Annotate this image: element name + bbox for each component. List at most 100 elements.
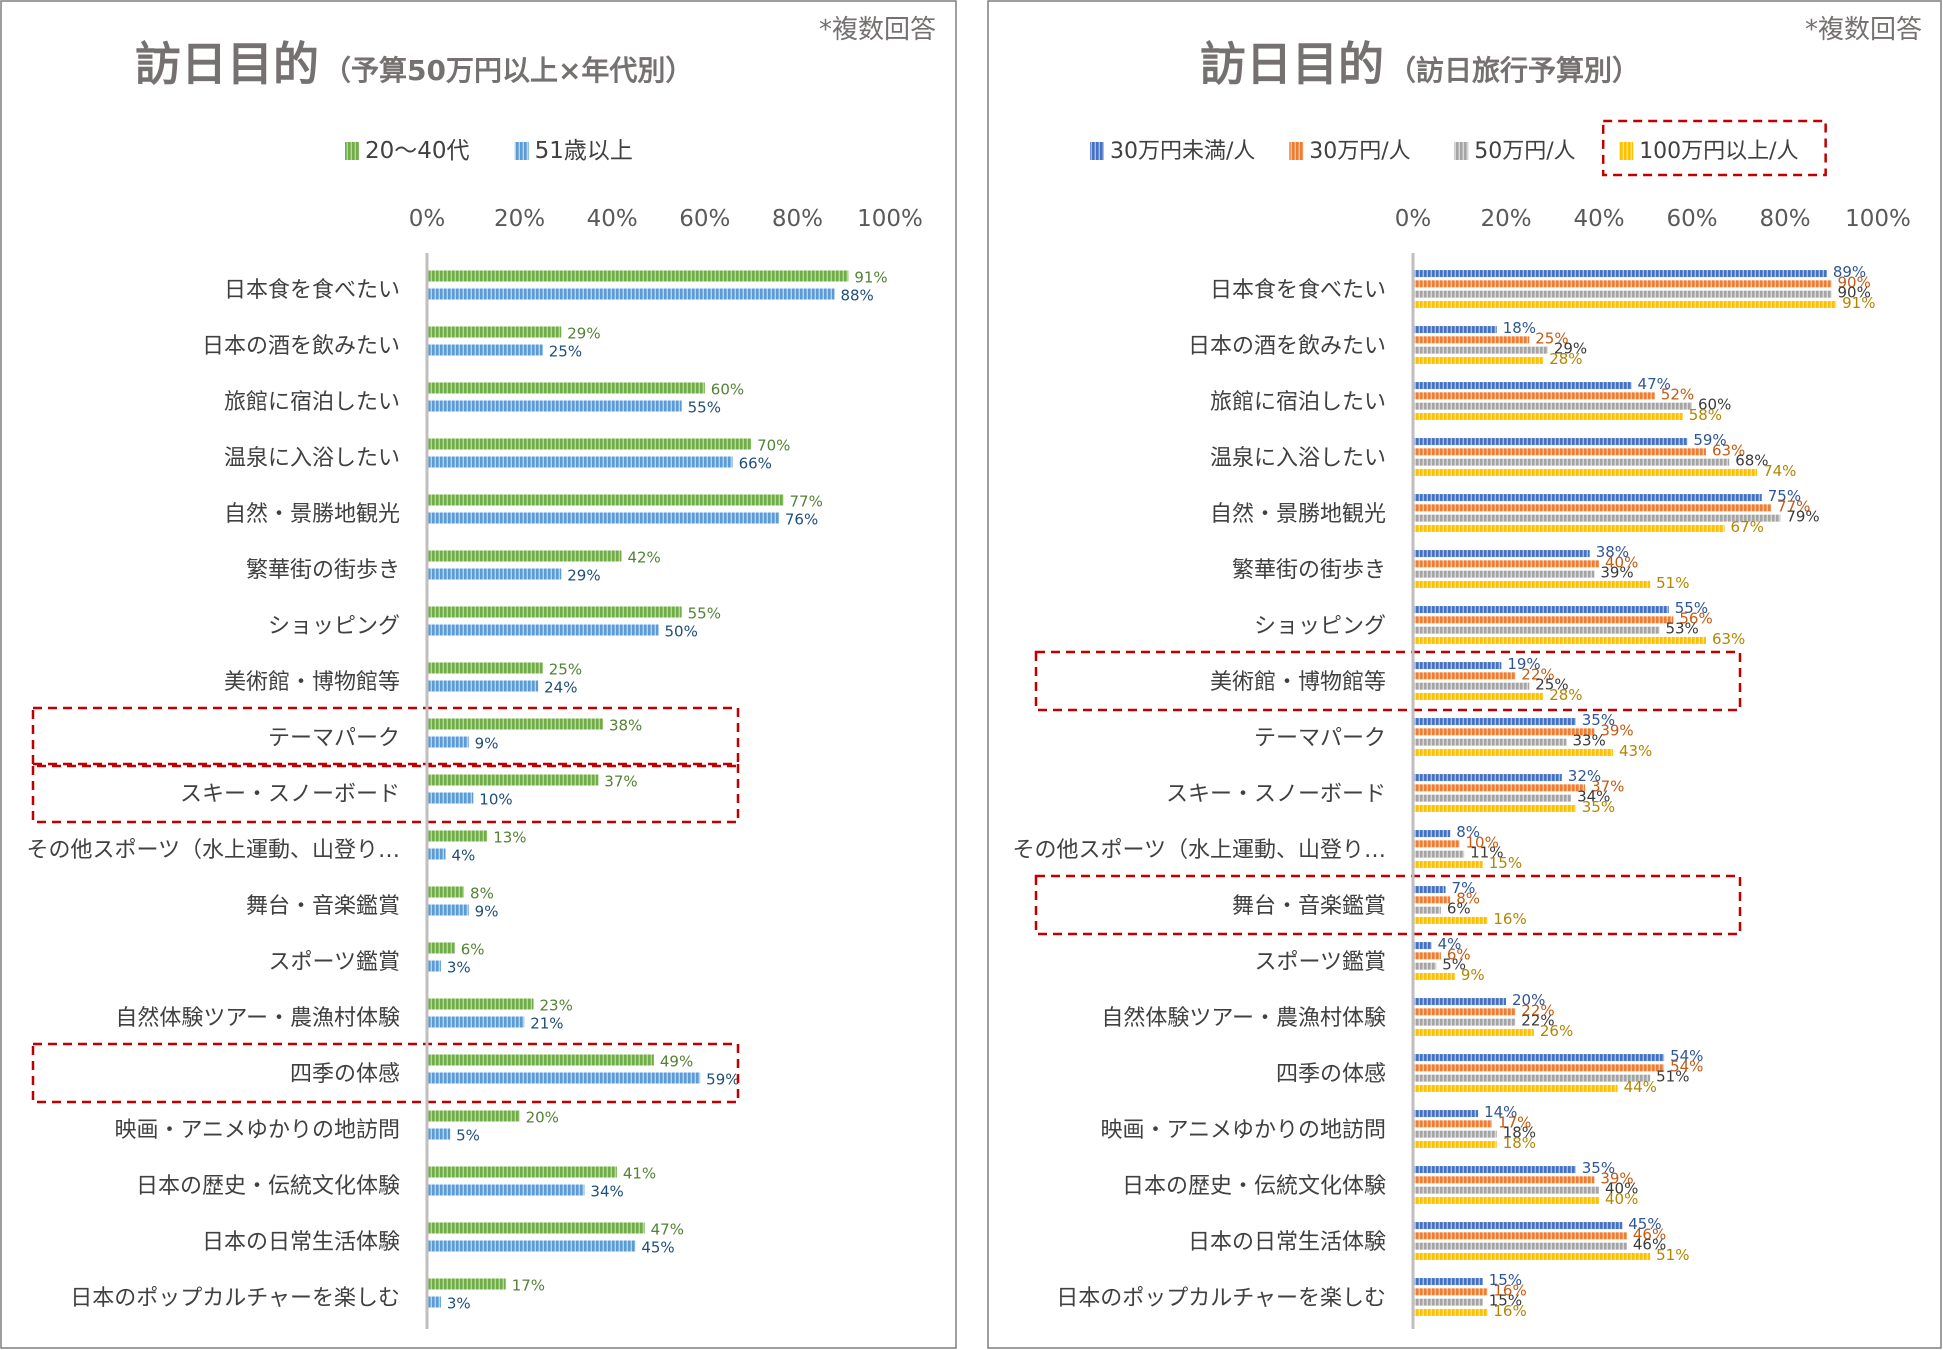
data-label: 16% bbox=[1493, 1302, 1526, 1320]
data-label: 54% bbox=[1670, 1057, 1703, 1075]
bar bbox=[1413, 804, 1576, 812]
data-label: 67% bbox=[1731, 518, 1764, 536]
bar bbox=[1413, 952, 1441, 960]
title-sub-2: （訪日旅行予算別） bbox=[1388, 54, 1640, 87]
bar bbox=[427, 830, 488, 842]
data-label: 18% bbox=[1503, 319, 1536, 337]
data-label: 24% bbox=[544, 679, 577, 697]
legend-swatch bbox=[1289, 142, 1304, 160]
data-label: 46% bbox=[1633, 1236, 1666, 1254]
data-label: 8% bbox=[1456, 823, 1480, 841]
data-label: 74% bbox=[1763, 462, 1796, 480]
category-label: 美術館・博物館等 bbox=[1210, 670, 1386, 695]
bar bbox=[1413, 570, 1595, 578]
legend-swatch bbox=[1454, 142, 1469, 160]
category-label: 温泉に入浴したい bbox=[1210, 446, 1386, 471]
data-label: 35% bbox=[1582, 711, 1615, 729]
bar bbox=[427, 568, 562, 580]
category-label: 日本の日常生活体験 bbox=[202, 1230, 400, 1255]
bar bbox=[427, 438, 752, 450]
category-label: スポーツ鑑賞 bbox=[1254, 950, 1386, 975]
data-label: 58% bbox=[1689, 406, 1722, 424]
bar bbox=[1413, 616, 1674, 624]
bar bbox=[1413, 1084, 1618, 1092]
bar bbox=[1413, 682, 1530, 690]
bar bbox=[1413, 896, 1451, 904]
category-label: 日本の酒を飲みたい bbox=[202, 334, 400, 359]
data-label: 70% bbox=[757, 437, 790, 455]
category-label: 四季の体感 bbox=[290, 1062, 400, 1087]
data-label: 28% bbox=[1549, 350, 1582, 368]
bar bbox=[1413, 886, 1446, 894]
bar bbox=[1413, 382, 1632, 390]
data-label: 16% bbox=[1493, 1281, 1526, 1299]
bar bbox=[427, 942, 455, 954]
data-label: 56% bbox=[1679, 609, 1712, 627]
category-label: ショッピング bbox=[1254, 614, 1386, 639]
bar bbox=[1413, 580, 1651, 588]
data-label: 14% bbox=[1484, 1103, 1517, 1121]
category-label: スポーツ鑑賞 bbox=[268, 950, 400, 975]
data-label: 41% bbox=[623, 1165, 656, 1183]
data-label: 77% bbox=[1777, 497, 1810, 515]
data-label: 15% bbox=[1489, 1292, 1522, 1310]
data-label: 91% bbox=[854, 269, 887, 287]
category-label: 自然・景勝地観光 bbox=[1210, 502, 1386, 527]
data-label: 18% bbox=[1503, 1134, 1536, 1152]
bar bbox=[1413, 728, 1595, 736]
legend-label: 100万円以上/人 bbox=[1639, 139, 1798, 164]
legend-label: 20～40代 bbox=[365, 138, 470, 164]
bar bbox=[1413, 840, 1460, 848]
data-label: 32% bbox=[1568, 767, 1601, 785]
data-label: 19% bbox=[1507, 655, 1540, 673]
data-label: 17% bbox=[1498, 1113, 1531, 1131]
bar bbox=[427, 960, 441, 972]
bar bbox=[1413, 626, 1660, 634]
bar bbox=[1413, 1130, 1497, 1138]
legend-swatch bbox=[514, 142, 529, 160]
data-label: 59% bbox=[1693, 431, 1726, 449]
data-label: 23% bbox=[539, 997, 572, 1015]
data-label: 9% bbox=[475, 735, 499, 753]
data-label: 42% bbox=[627, 549, 660, 567]
data-label: 90% bbox=[1838, 273, 1871, 291]
bar bbox=[1413, 402, 1692, 410]
bar bbox=[1413, 1278, 1483, 1286]
category-label: 映画・アニメゆかりの地訪問 bbox=[114, 1118, 400, 1143]
axis-tick-label: 20% bbox=[1480, 206, 1531, 232]
data-label: 49% bbox=[660, 1053, 693, 1071]
bar bbox=[1413, 392, 1655, 400]
category-label: その他スポーツ（水上運動、山登り… bbox=[26, 838, 400, 863]
bar bbox=[1413, 606, 1669, 614]
bar bbox=[1413, 850, 1465, 858]
data-label: 5% bbox=[1442, 956, 1466, 974]
data-label: 91% bbox=[1842, 294, 1875, 312]
bar bbox=[1413, 1140, 1497, 1148]
data-label: 3% bbox=[447, 1295, 471, 1313]
data-label: 52% bbox=[1661, 385, 1694, 403]
bar bbox=[1413, 672, 1516, 680]
legend-swatch bbox=[1090, 142, 1104, 160]
bar bbox=[1413, 1252, 1651, 1260]
data-label: 47% bbox=[1638, 375, 1671, 393]
data-label: 75% bbox=[1768, 487, 1801, 505]
bar bbox=[427, 494, 784, 506]
bar bbox=[1413, 774, 1562, 782]
bar bbox=[427, 606, 682, 618]
bar bbox=[427, 400, 682, 412]
data-label: 17% bbox=[512, 1277, 545, 1295]
bar bbox=[1413, 468, 1758, 476]
highlight-box bbox=[31, 762, 740, 824]
category-label: 四季の体感 bbox=[1276, 1062, 1386, 1087]
category-label: 日本食を食べたい bbox=[224, 278, 400, 303]
bar bbox=[427, 662, 543, 674]
bar bbox=[1413, 1242, 1627, 1250]
data-label: 9% bbox=[1461, 966, 1485, 984]
data-label: 55% bbox=[1675, 599, 1708, 617]
data-label: 37% bbox=[604, 773, 637, 791]
axis-tick-label: 100% bbox=[1845, 206, 1911, 232]
bar bbox=[1413, 794, 1572, 802]
data-label: 16% bbox=[1493, 910, 1526, 928]
data-label: 20% bbox=[526, 1109, 559, 1127]
